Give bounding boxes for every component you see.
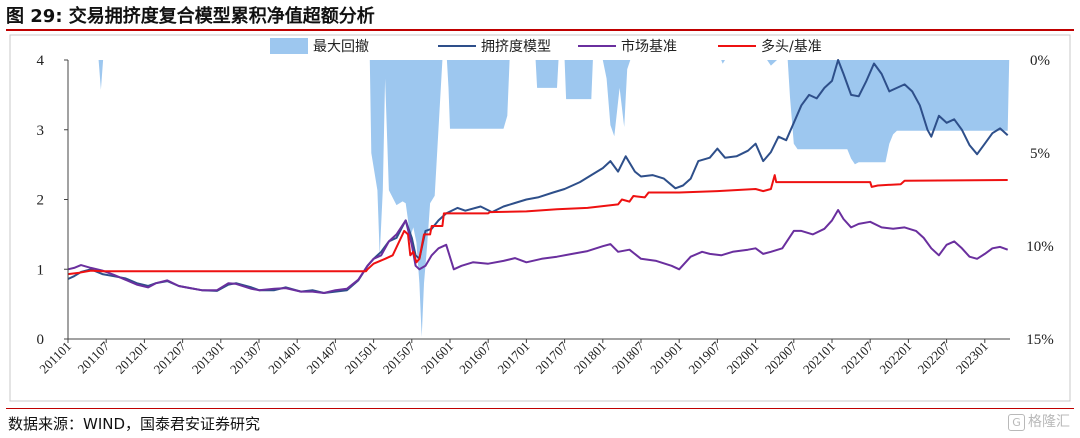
series-line-3 bbox=[67, 174, 1008, 276]
x-tick-label: 201501 bbox=[342, 339, 380, 377]
x-tick-label: 202207 bbox=[915, 338, 954, 377]
y-left-tick-label: 1 bbox=[37, 262, 45, 278]
x-tick-label: 202101 bbox=[800, 339, 838, 377]
legend: 最大回撤 拥挤度模型 市场基准 多头/基准 bbox=[270, 38, 822, 55]
source-note: 数据来源：WIND，国泰君安证券研究 bbox=[8, 415, 261, 433]
x-tick-label: 201301 bbox=[189, 339, 227, 377]
title-rule bbox=[6, 29, 1074, 31]
x-tick-label: 202007 bbox=[762, 338, 801, 377]
x-tick-label: 201601 bbox=[418, 339, 456, 377]
legend-swatch-drawdown bbox=[270, 38, 308, 54]
figure-title: 图 29: 交易拥挤度复合模型累积净值超额分析 bbox=[6, 6, 375, 27]
x-tick-label: 202107 bbox=[838, 338, 877, 377]
legend-label: 最大回撤 bbox=[313, 39, 369, 55]
x-tick-label: 201207 bbox=[151, 338, 190, 377]
x-tick-label: 201901 bbox=[647, 339, 685, 377]
y-left-tick-label: 3 bbox=[37, 123, 45, 139]
series-line-1 bbox=[67, 59, 1009, 294]
y-left-tick-label: 2 bbox=[37, 193, 45, 209]
y-left-tick-label: 0 bbox=[37, 332, 45, 348]
x-tick-label: 201401 bbox=[265, 339, 303, 377]
x-tick-label: 201407 bbox=[303, 338, 342, 377]
x-tick-label: 201701 bbox=[494, 339, 532, 377]
y-left-tick-label: 4 bbox=[37, 53, 45, 69]
watermark-logo-icon: G bbox=[1008, 413, 1025, 431]
x-tick-label: 201201 bbox=[112, 339, 150, 377]
series-drawdown-area bbox=[68, 60, 1010, 338]
x-tick-label: 201107 bbox=[74, 338, 112, 376]
x-tick-label: 202301 bbox=[953, 339, 991, 377]
x-tick-label: 201907 bbox=[685, 338, 724, 377]
x-tick-label: 201801 bbox=[571, 339, 609, 377]
y-right-tick-label: 15% bbox=[1026, 332, 1054, 348]
series-line-2 bbox=[67, 209, 1009, 294]
plot-area bbox=[67, 59, 1010, 338]
watermark: G 格隆汇 bbox=[1008, 411, 1070, 431]
x-tick-label: 201707 bbox=[533, 338, 572, 377]
legend-label: 拥挤度模型 bbox=[481, 39, 551, 55]
legend-label: 市场基准 bbox=[621, 38, 677, 55]
y-right-tick-label: 5% bbox=[1030, 146, 1050, 162]
watermark-text: 格隆汇 bbox=[1028, 414, 1070, 430]
chart-frame bbox=[9, 34, 1071, 402]
x-tick-label: 201807 bbox=[609, 338, 648, 377]
x-tick-label: 201307 bbox=[227, 338, 266, 377]
y-right-tick-label: 0% bbox=[1030, 53, 1050, 69]
y-right-tick-label: 10% bbox=[1026, 239, 1054, 255]
x-tick-label: 201607 bbox=[456, 338, 495, 377]
source-rule bbox=[6, 408, 1074, 409]
x-tick-label: 202201 bbox=[876, 339, 914, 377]
legend-label: 多头/基准 bbox=[761, 38, 822, 55]
x-tick-label: 201507 bbox=[380, 338, 419, 377]
x-tick-label: 202001 bbox=[724, 339, 762, 377]
